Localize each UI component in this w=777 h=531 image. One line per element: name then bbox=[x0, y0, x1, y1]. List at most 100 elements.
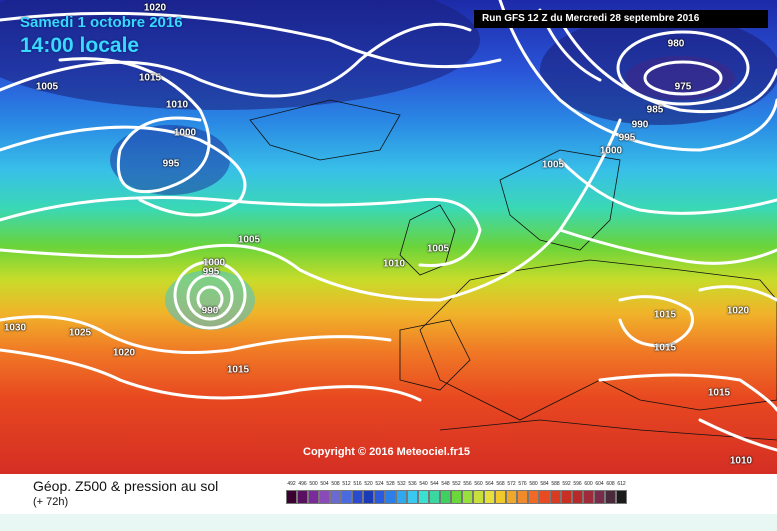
legend-cell: 564 bbox=[484, 479, 495, 509]
legend-value: 520 bbox=[364, 481, 373, 487]
isobar-label: 1010 bbox=[729, 455, 753, 467]
map-graphics bbox=[0, 0, 777, 452]
legend-swatch bbox=[550, 490, 561, 504]
legend-cell: 544 bbox=[429, 479, 440, 509]
legend-value: 552 bbox=[452, 481, 461, 487]
isobar-label: 1020 bbox=[112, 347, 136, 359]
legend-cell: 584 bbox=[539, 479, 550, 509]
legend-value: 580 bbox=[529, 481, 538, 487]
legend-cell: 500 bbox=[308, 479, 319, 509]
isobar-label: 1015 bbox=[138, 72, 162, 84]
legend-swatch bbox=[495, 490, 506, 504]
legend-value: 528 bbox=[386, 481, 395, 487]
model-run-info: Run GFS 12 Z du Mercredi 28 septembre 20… bbox=[474, 10, 768, 28]
legend-swatch bbox=[297, 490, 308, 504]
legend-cell: 596 bbox=[572, 479, 583, 509]
isobar-label: 1020 bbox=[726, 305, 750, 317]
legend-swatch bbox=[484, 490, 495, 504]
legend-swatch bbox=[319, 490, 330, 504]
color-scale-legend: 492 496 500 504 508 512 516 520 524 528 532 536 540 5… bbox=[286, 479, 627, 509]
legend-swatch bbox=[561, 490, 572, 504]
legend-swatch bbox=[539, 490, 550, 504]
legend-value: 568 bbox=[496, 481, 505, 487]
isobar-label: 985 bbox=[646, 104, 664, 116]
legend-value: 500 bbox=[309, 481, 318, 487]
legend-swatch bbox=[407, 490, 418, 504]
legend-cell: 560 bbox=[473, 479, 484, 509]
legend-value: 512 bbox=[342, 481, 351, 487]
legend-swatch bbox=[583, 490, 594, 504]
legend-swatch bbox=[363, 490, 374, 504]
legend-swatch bbox=[605, 490, 616, 504]
isobar-label: 1020 bbox=[143, 2, 167, 14]
isobar-label: 995 bbox=[202, 266, 220, 278]
isobar-label: 1000 bbox=[202, 257, 226, 269]
isobar-label: 1010 bbox=[165, 99, 189, 111]
legend-swatch bbox=[385, 490, 396, 504]
legend-value: 516 bbox=[353, 481, 362, 487]
forecast-date: Samedi 1 octobre 2016 bbox=[20, 14, 183, 31]
isobar-label: 995 bbox=[162, 158, 180, 170]
copyright-notice: Copyright © 2016 Meteociel.fr15 bbox=[303, 446, 471, 458]
isobar-label: 995 bbox=[618, 132, 636, 144]
legend-swatch bbox=[396, 490, 407, 504]
legend-cell: 508 bbox=[330, 479, 341, 509]
legend-swatch bbox=[506, 490, 517, 504]
legend-cell: 504 bbox=[319, 479, 330, 509]
legend-value: 496 bbox=[298, 481, 307, 487]
legend-cell: 580 bbox=[528, 479, 539, 509]
legend-value: 604 bbox=[595, 481, 604, 487]
legend-swatch bbox=[352, 490, 363, 504]
continental-europe-outline bbox=[419, 259, 777, 421]
legend-cell: 520 bbox=[363, 479, 374, 509]
legend-cell: 524 bbox=[374, 479, 385, 509]
legend-swatch bbox=[473, 490, 484, 504]
isobar-label: 1005 bbox=[237, 234, 261, 246]
legend-swatch bbox=[374, 490, 385, 504]
legend-value: 596 bbox=[573, 481, 582, 487]
legend-value: 612 bbox=[617, 481, 626, 487]
legend-value: 544 bbox=[430, 481, 439, 487]
legend-cell: 568 bbox=[495, 479, 506, 509]
forecast-step: (+ 72h) bbox=[33, 496, 69, 508]
footer-panel: Géop. Z500 & pression au sol (+ 72h) 492… bbox=[0, 474, 777, 514]
legend-cell: 612 bbox=[616, 479, 627, 509]
legend-swatch bbox=[616, 490, 627, 504]
isobar-label: 990 bbox=[631, 119, 649, 131]
low-center-990-zone bbox=[165, 270, 255, 330]
isobars bbox=[0, 0, 777, 452]
legend-cell: 588 bbox=[550, 479, 561, 509]
legend-cell: 556 bbox=[462, 479, 473, 509]
legend-cell: 496 bbox=[297, 479, 308, 509]
legend-value: 600 bbox=[584, 481, 593, 487]
scandinavia-outline bbox=[499, 149, 621, 251]
product-title: Géop. Z500 & pression au sol bbox=[33, 478, 219, 494]
legend-swatch bbox=[341, 490, 352, 504]
isobar-label: 1005 bbox=[541, 159, 565, 171]
isobar-label: 1015 bbox=[653, 309, 677, 321]
legend-cell: 532 bbox=[396, 479, 407, 509]
north-africa-coast bbox=[439, 419, 777, 441]
legend-cell: 600 bbox=[583, 479, 594, 509]
legend-cell: 516 bbox=[352, 479, 363, 509]
legend-value: 588 bbox=[551, 481, 560, 487]
legend-value: 508 bbox=[331, 481, 340, 487]
legend-value: 576 bbox=[518, 481, 527, 487]
isobar-label: 1005 bbox=[426, 243, 450, 255]
deep-low-zone-west bbox=[0, 0, 480, 110]
legend-cell: 592 bbox=[561, 479, 572, 509]
isobar-label: 1015 bbox=[707, 387, 731, 399]
legend-value: 540 bbox=[419, 481, 428, 487]
legend-value: 556 bbox=[463, 481, 472, 487]
legend-value: 524 bbox=[375, 481, 384, 487]
isobar-label: 980 bbox=[667, 38, 685, 50]
isobar-label: 990 bbox=[201, 305, 219, 317]
legend-cell: 492 bbox=[286, 479, 297, 509]
isobar-label: 1010 bbox=[382, 258, 406, 270]
legend-swatch bbox=[528, 490, 539, 504]
legend-swatch bbox=[517, 490, 528, 504]
isobar-label: 1000 bbox=[173, 127, 197, 139]
legend-swatch bbox=[451, 490, 462, 504]
legend-value: 504 bbox=[320, 481, 329, 487]
weather-map: Samedi 1 octobre 2016 14:00 locale Run G… bbox=[0, 0, 777, 474]
